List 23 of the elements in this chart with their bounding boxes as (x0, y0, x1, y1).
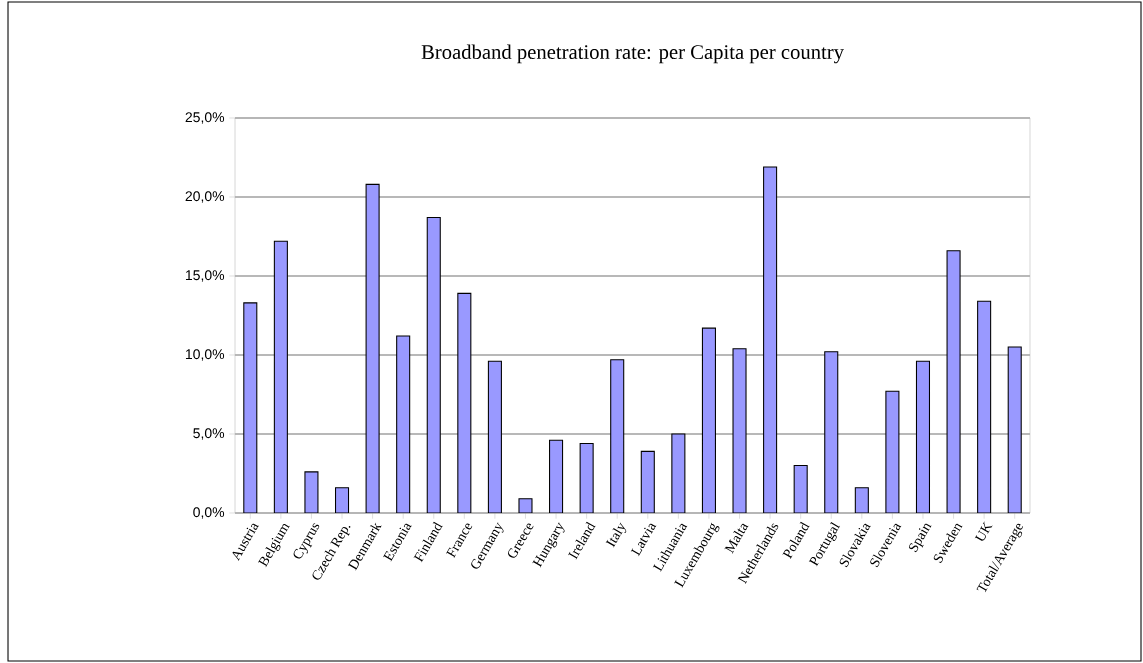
bar (549, 439, 564, 513)
bar (243, 302, 258, 513)
bar (701, 327, 716, 513)
chart-title: Broadband penetration rate: per Capita per country (421, 44, 844, 64)
bar (824, 351, 839, 513)
bar (915, 360, 931, 513)
bar (487, 360, 502, 513)
y-tick-label: 10,0% (185, 349, 225, 361)
bar (640, 450, 655, 513)
bar (793, 465, 808, 513)
bar (457, 292, 472, 513)
bar (426, 216, 441, 513)
y-tick-label: 0,0% (193, 507, 225, 519)
bar (610, 359, 625, 513)
bar (977, 300, 992, 513)
y-tick-label: 15,0% (185, 270, 225, 282)
bar (1007, 346, 1022, 513)
bar (396, 335, 411, 513)
y-tick-label: 5,0% (193, 428, 225, 440)
bar (273, 240, 288, 513)
bar (763, 166, 778, 513)
y-tick-label: 20,0% (185, 191, 225, 203)
y-tick-label: 25,0% (185, 112, 225, 124)
